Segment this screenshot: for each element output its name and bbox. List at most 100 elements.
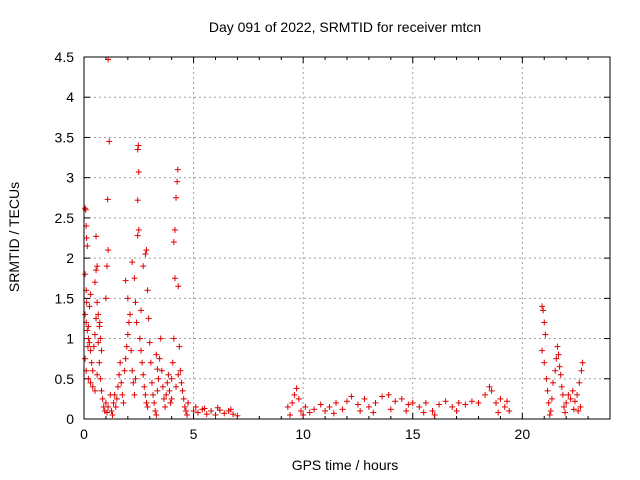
data-point [558,383,565,390]
data-point [575,407,582,414]
data-point [579,359,586,366]
data-point [111,391,118,398]
x-tick-label: 20 [515,426,531,442]
data-point [539,303,546,310]
data-point [87,291,94,298]
data-point [567,395,574,402]
data-point [143,399,150,406]
data-point [462,401,469,408]
data-point [468,398,475,405]
data-point [194,409,201,416]
data-point [563,399,570,406]
data-point [339,406,346,413]
data-point [124,331,131,338]
data-point [565,391,572,398]
data-point [90,343,97,350]
axis-ticks [83,56,610,420]
data-point [162,403,169,410]
data-point [493,399,500,406]
data-point [436,401,443,408]
data-point [133,319,140,326]
data-point [82,311,89,318]
data-point [136,335,143,342]
data-point [86,303,93,310]
data-point [142,251,149,258]
data-point [287,411,294,418]
data-point [152,407,159,414]
data-point [159,383,166,390]
data-point [85,323,92,330]
data-point [173,383,180,390]
data-point [571,398,578,405]
data-point [86,339,93,346]
data-point [300,411,307,418]
data-point [135,142,142,149]
data-point [84,243,91,250]
data-point [141,383,148,390]
data-point [128,347,135,354]
y-tick-label: 1.5 [55,290,75,306]
data-point [203,411,210,418]
data-point [449,403,456,410]
data-point [96,319,103,326]
data-point [163,391,170,398]
data-point [93,267,100,274]
data-point [132,375,139,382]
data-point [140,263,147,270]
data-point [361,395,368,402]
data-point [123,343,130,350]
data-point [171,226,178,233]
data-point [85,335,92,342]
data-point [181,403,188,410]
data-point [179,387,186,394]
data-point [497,395,504,402]
y-tick-label: 3.5 [55,129,75,145]
data-point [170,239,177,246]
data-point [201,405,208,412]
data-point [495,409,502,416]
data-point [154,366,161,373]
data-point [577,403,584,410]
tick-labels: 0 5 10 15 20 0 0.5 1 1.5 2 2.5 3 3.5 4 4.5 [55,49,531,442]
data-point [104,196,111,203]
data-point [173,194,180,201]
data-point [182,407,189,414]
y-tick-label: 0 [66,411,74,427]
data-point [354,401,361,408]
data-point [91,279,98,286]
y-axis-label: SRMTID / TECUs [6,182,22,292]
data-point [164,379,171,386]
data-point [431,411,438,418]
data-point [118,379,125,386]
data-point [112,403,119,410]
data-point [98,347,105,354]
data-point [153,351,160,358]
data-point [135,226,142,233]
data-point [370,409,377,416]
data-point [541,319,548,326]
data-point [570,406,577,413]
data-point [422,399,429,406]
data-point [132,299,139,306]
data-point [559,391,566,398]
y-tick-label: 0.5 [55,371,75,387]
data-point [543,375,550,382]
data-point [177,367,184,374]
data-point [97,375,104,382]
data-point [208,407,215,414]
data-point [124,295,131,302]
data-point [97,335,104,342]
grid-lines [84,57,610,419]
chart-title: Day 091 of 2022, SRMTID for receiver mtc… [209,19,481,35]
data-point [555,351,562,358]
data-point [105,403,112,410]
data-point [541,359,548,366]
data-point [550,379,557,386]
data-point [94,299,101,306]
data-point [501,403,508,410]
data-point [554,343,561,350]
data-point [158,367,165,374]
data-point [365,403,372,410]
data-point [129,367,136,374]
